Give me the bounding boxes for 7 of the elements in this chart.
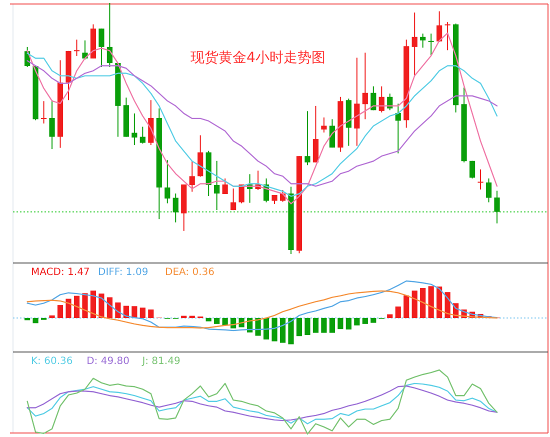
text: J: 81.49 <box>141 356 180 367</box>
text: DEA: 0.36 <box>165 267 214 278</box>
series-label: DIFF: 1.09 <box>98 267 148 278</box>
text: D: 49.80 <box>86 356 130 367</box>
text: K: 60.36 <box>31 356 73 367</box>
series-label: MACD: 1.47 <box>31 267 90 278</box>
text: 现货黄金4小时走势图 <box>190 50 326 66</box>
